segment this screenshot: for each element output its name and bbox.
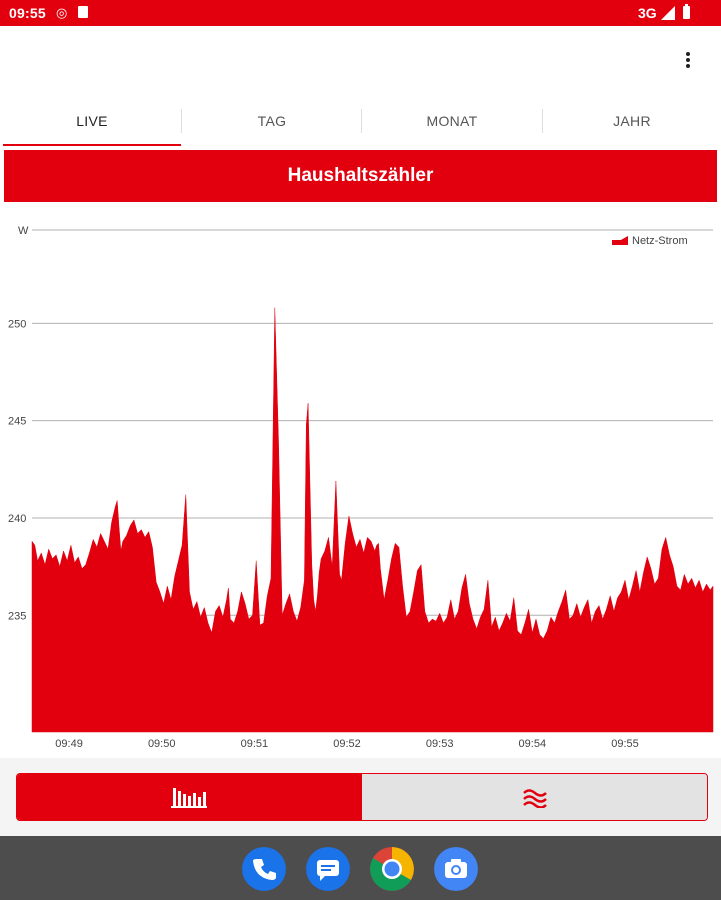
tab-divider <box>542 109 543 133</box>
status-network: 3G <box>638 5 657 21</box>
phone-icon[interactable] <box>242 847 286 891</box>
battery-icon <box>683 4 690 19</box>
dock-bar <box>0 836 721 900</box>
tab-bar: LIVE TAG MONAT JAHR <box>0 98 721 146</box>
tab-divider <box>181 109 182 133</box>
camera-icon[interactable] <box>434 847 478 891</box>
chart-svg: W 250 245 240 235 09:49 09:50 09:51 09:52 09:53 09… <box>8 225 714 750</box>
wave-view-button[interactable] <box>362 774 707 820</box>
tab-live[interactable]: LIVE <box>76 113 108 129</box>
x-tick-label: 09:50 <box>148 738 176 750</box>
y-tick-label: 245 <box>8 416 26 428</box>
y-tick-label: 235 <box>8 610 26 622</box>
tab-divider <box>361 109 362 133</box>
x-tick-label: 09:54 <box>519 738 547 750</box>
tab-indicator <box>3 144 181 146</box>
series-area-netz-strom <box>31 307 714 733</box>
live-chart: W 250 245 240 235 09:49 09:50 09:51 09:52 09:53 09… <box>0 210 721 758</box>
signal-icon <box>661 6 675 20</box>
legend-swatch-base <box>612 240 628 245</box>
x-tick-label: 09:55 <box>611 738 639 750</box>
notification-icon: ◎ <box>56 5 68 20</box>
meter-title: Haushaltszähler <box>4 150 717 202</box>
sd-card-icon <box>78 6 88 18</box>
y-tick-label: 240 <box>8 513 26 525</box>
messages-icon[interactable] <box>306 847 350 891</box>
bar-view-button[interactable] <box>17 774 362 820</box>
chrome-icon[interactable] <box>370 847 414 891</box>
legend-label: Netz-Strom <box>632 235 688 247</box>
x-tick-label: 09:52 <box>333 738 361 750</box>
view-toggle <box>16 773 708 821</box>
tab-tag[interactable]: TAG <box>257 113 287 129</box>
y-axis-label: W <box>18 225 29 237</box>
tab-jahr[interactable]: JAHR <box>613 113 651 129</box>
status-bar: 09:55 ◎ 3G <box>0 0 721 26</box>
app-bar <box>0 26 721 98</box>
status-time: 09:55 <box>9 5 46 21</box>
x-tick-label: 09:53 <box>426 738 454 750</box>
bar-chart-icon <box>171 788 207 808</box>
bottom-panel <box>0 758 721 836</box>
tab-monat[interactable]: MONAT <box>426 113 478 129</box>
more-vert-icon[interactable] <box>678 50 698 74</box>
x-tick-label: 09:51 <box>241 738 269 750</box>
y-tick-label: 250 <box>8 318 26 330</box>
x-tick-label: 09:49 <box>55 738 83 750</box>
wave-icon <box>523 789 547 808</box>
